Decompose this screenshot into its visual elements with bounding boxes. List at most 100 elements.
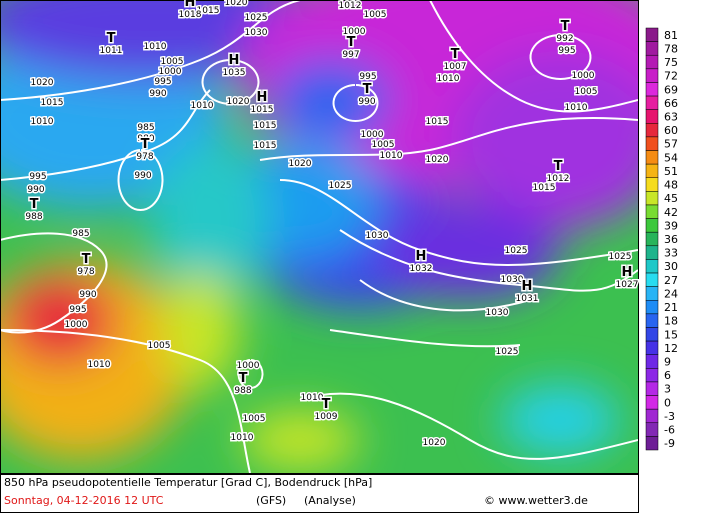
center-symbol: T [239,371,248,386]
center-value: 990 [358,97,375,107]
colorbar-label: 3 [664,383,671,396]
isobar-label: 1010 [437,74,460,84]
isobar-label: 995 [359,72,376,82]
colorbar-cell [645,68,659,83]
center-symbol: T [322,397,331,412]
isobars [0,0,638,473]
colorbar-cell [645,82,659,97]
colorbar-label: 12 [664,342,678,355]
center-value: 997 [342,50,359,60]
colorbar-cell [645,368,659,383]
isobar-label: 1025 [505,246,528,256]
isobar-label: 1015 [254,141,277,151]
isobar-label: 1005 [372,140,395,150]
center-symbol: H [185,0,196,10]
colorbar-label: 78 [664,42,678,55]
center-symbol: H [416,249,427,264]
isobar-label: 1000 [343,27,366,37]
center-value: 1012 [547,174,570,184]
isobar-label: 995 [558,46,575,56]
center-symbol: H [257,90,268,105]
isobar-label: 1005 [243,414,266,424]
center-value: 992 [556,34,573,44]
colorbar-label: 9 [664,356,671,369]
footer-title: 850 hPa pseudopotentielle Temperatur [Gr… [4,476,372,489]
isobar-label: 1010 [301,393,324,403]
colorbar-label: -3 [664,410,675,423]
colorbar-cell [645,381,659,396]
colorbar-cell [645,340,659,355]
colorbar-cell [645,272,659,287]
colorbar-label: 27 [664,274,678,287]
isobar-label: 1005 [364,10,387,20]
colorbar-cell [645,436,659,451]
center-value: 1018 [179,10,202,20]
footer-date: Sonntag, 04-12-2016 12 UTC [4,494,164,507]
center-value: 1035 [223,68,246,78]
center-value: 1007 [444,62,467,72]
colorbar-cell [645,259,659,274]
map-field [0,0,638,473]
isobar-label: 995 [154,77,171,87]
colorbar-cell [645,422,659,437]
colorbar-label: 51 [664,165,678,178]
footer-frame [0,474,639,513]
center-symbol: T [107,31,116,46]
isobar-label: 1025 [496,347,519,357]
center-value: 1032 [410,264,433,274]
isobar-label: 1030 [501,275,524,285]
isobar-label: 1000 [572,71,595,81]
colorbar-label: 30 [664,260,678,273]
center-value: 978 [77,267,94,277]
colorbar-label: 42 [664,206,678,219]
colorbar-cell [645,27,659,42]
colorbar-label: 63 [664,110,678,123]
isobar-label: 990 [134,171,151,181]
center-symbol: T [141,137,150,152]
isobar-label: 1015 [426,117,449,127]
colorbar-cell [645,354,659,369]
isobar-label: 995 [69,305,86,315]
colorbar-cell [645,327,659,342]
isobar-label: 1000 [237,361,260,371]
colorbar-label: 36 [664,233,678,246]
center-value: 978 [136,152,153,162]
isobar-label: 1020 [289,159,312,169]
footer-model: (GFS) [256,494,286,507]
isobar-label: 1012 [339,1,362,11]
colorbar-cell [645,408,659,424]
isobar-label: 985 [72,229,89,239]
isobar-label: 1030 [486,308,509,318]
colorbar-cell [645,313,659,328]
center-symbol: H [229,53,240,68]
colorbar-label: 48 [664,179,678,192]
center-value: 1015 [251,105,274,115]
isobar-label: 1015 [41,98,64,108]
isobar-label: 1010 [231,433,254,443]
colorbar-cell [645,286,659,301]
colorbar-cell [645,218,659,233]
colorbar-label: 0 [664,396,671,409]
isobar-label: 1010 [31,117,54,127]
colorbar-cell [645,95,659,110]
isobar-label: 1015 [197,6,220,16]
colorbar-label: 69 [664,83,678,96]
center-value: 988 [234,386,251,396]
isobar-label: 1005 [161,57,184,67]
isobar-label: 1020 [426,155,449,165]
center-symbol: T [554,159,563,174]
isobar-label: 1010 [191,101,214,111]
colorbar-cell [645,191,659,206]
colorbar-label: 54 [664,151,678,164]
isobar-label: 1010 [565,103,588,113]
center-symbol: H [622,265,633,280]
footer-run: (Analyse) [304,494,356,507]
isobar-label: 1015 [254,121,277,131]
colorbar-label: 60 [664,124,678,137]
colorbar-label: 21 [664,301,678,314]
isobar-label: 1030 [366,231,389,241]
isobar-label: 995 [29,172,46,182]
center-value: 1009 [315,412,338,422]
colorbar-label: 45 [664,192,678,205]
center-symbol: T [347,35,356,50]
